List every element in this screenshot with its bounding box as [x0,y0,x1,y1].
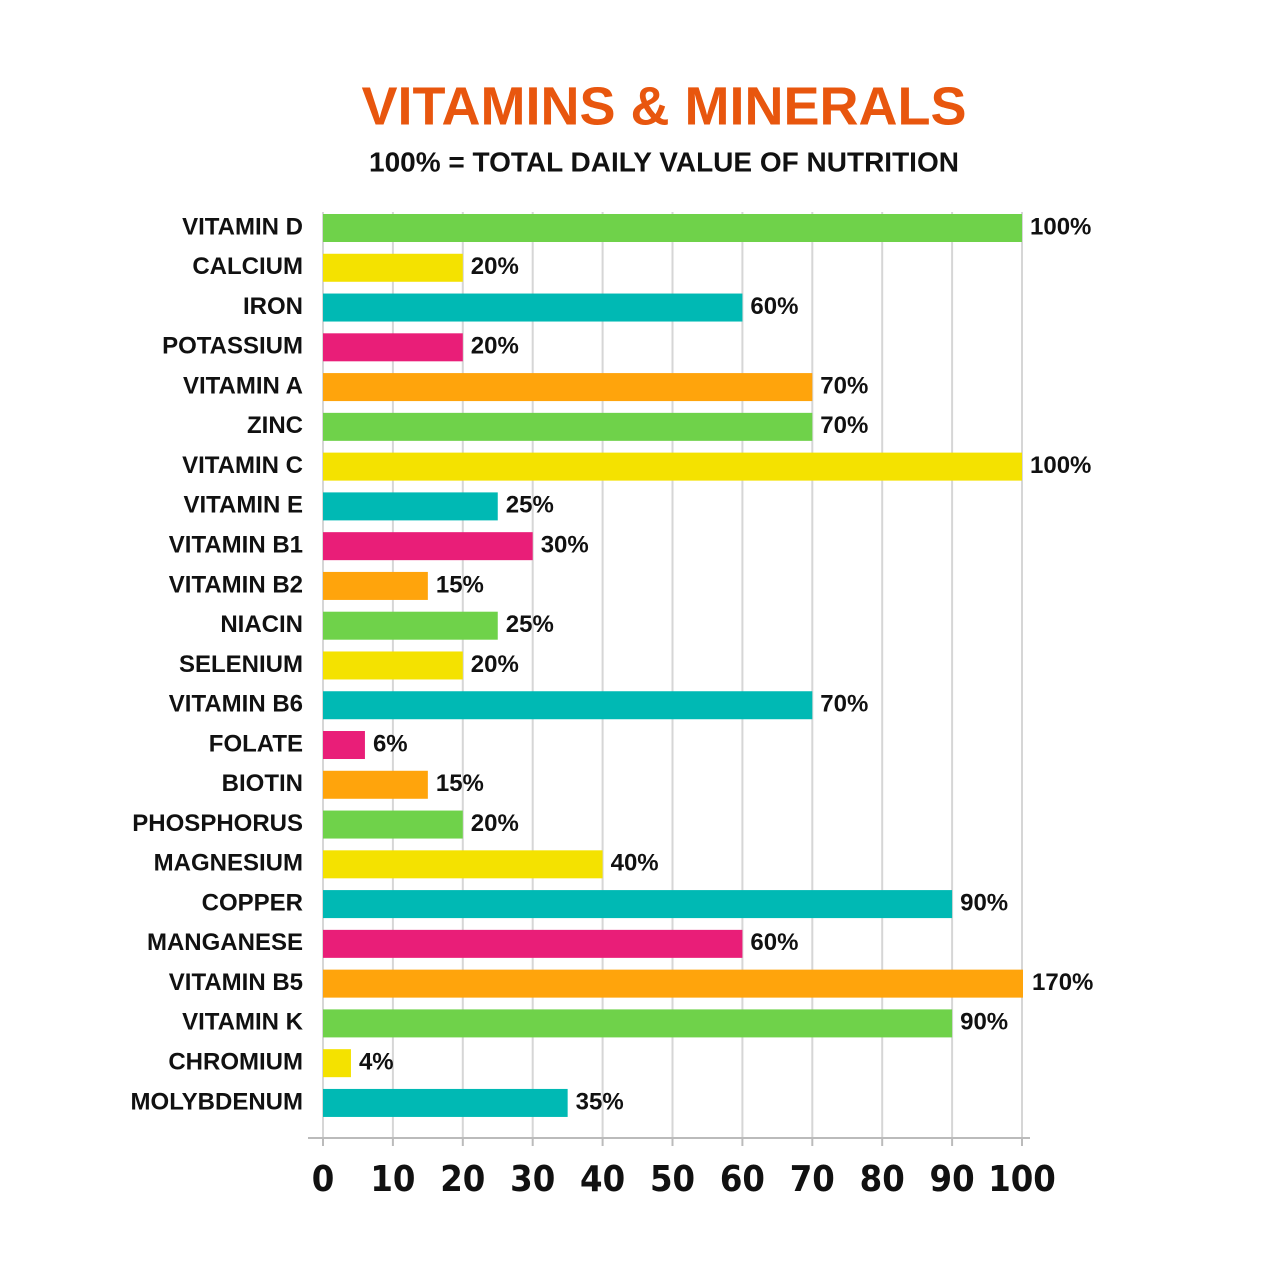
bar [323,969,1023,998]
bar [323,1009,953,1038]
bar [323,850,603,879]
bar [323,253,463,282]
y-tick-label: NIACIN [220,611,303,638]
x-tick-label: 70 [790,1159,835,1200]
bars [323,214,1023,1117]
bar [323,731,365,760]
y-tick-label: FOLATE [209,730,303,757]
y-tick-label: VITAMIN B5 [169,969,303,996]
bar [323,929,743,958]
x-tick-label: 60 [720,1159,765,1200]
value-label: 60% [750,929,798,956]
value-label: 70% [820,691,868,718]
x-tick-label: 20 [440,1159,485,1200]
bar [323,412,813,441]
y-tick-label: VITAMIN B1 [169,532,303,559]
y-tick-label: POTASSIUM [162,333,303,360]
y-tick-label: CALCIUM [192,253,303,280]
value-label: 20% [471,333,519,360]
bar [323,293,743,322]
x-tick-label: 30 [510,1159,555,1200]
y-tick-label: MOLYBDENUM [131,1088,303,1115]
value-label: 15% [436,770,484,797]
y-tick-label: IRON [243,293,303,320]
x-tick-label: 80 [860,1159,905,1200]
y-tick-label: SELENIUM [179,651,303,678]
y-tick-label: VITAMIN C [182,452,303,479]
y-tick-label: VITAMIN A [183,372,303,399]
value-label: 170% [1032,969,1093,996]
value-label: 30% [541,532,589,559]
y-tick-label: VITAMIN B6 [169,691,303,718]
y-tick-label: VITAMIN B2 [169,571,303,598]
bar [323,890,953,919]
y-tick-label: BIOTIN [222,770,303,797]
value-label: 35% [576,1088,624,1115]
bar [323,373,813,402]
value-label: 100% [1030,213,1091,240]
y-tick-label: VITAMIN D [182,213,303,240]
x-tick-label: 100 [988,1159,1056,1200]
y-tick-label: ZINC [247,412,303,439]
value-label: 20% [471,810,519,837]
value-label: 100% [1030,452,1091,479]
bar [323,1049,351,1078]
y-tick-label: COPPER [202,889,303,916]
value-label: 40% [611,850,659,877]
bar [323,452,1022,481]
bar [323,611,498,640]
bar [323,214,1022,242]
x-tick-label: 40 [580,1159,625,1200]
value-label: 4% [359,1049,394,1076]
bar [323,1088,568,1117]
y-tick-label: PHOSPHORUS [132,810,303,837]
y-tick-label: MANGANESE [147,929,303,956]
bar [323,571,428,600]
bar [323,651,463,680]
x-tick-label: 0 [312,1159,335,1200]
value-label: 90% [960,889,1008,916]
bar [323,532,533,561]
bar [323,810,463,839]
value-label: 70% [820,412,868,439]
chart-title: VITAMINS & MINERALS [362,76,967,136]
chart-subtitle: 100% = TOTAL DAILY VALUE OF NUTRITION [369,146,959,177]
x-tick-label: 50 [650,1159,695,1200]
value-label: 25% [506,492,554,519]
value-label: 90% [960,1009,1008,1036]
value-label: 25% [506,611,554,638]
bar [323,691,813,720]
y-tick-label: VITAMIN E [183,492,303,519]
value-label: 6% [373,730,408,757]
value-label: 15% [436,571,484,598]
bar [323,770,428,799]
x-tick-label: 90 [930,1159,975,1200]
y-tick-label: MAGNESIUM [154,850,303,877]
y-tick-label: CHROMIUM [168,1049,303,1076]
x-tick-label: 10 [370,1159,415,1200]
value-label: 60% [750,293,798,320]
value-label: 70% [820,372,868,399]
y-tick-label: VITAMIN K [182,1009,304,1036]
value-label: 20% [471,253,519,280]
value-label: 20% [471,651,519,678]
bar [323,333,463,362]
bar [323,492,498,521]
